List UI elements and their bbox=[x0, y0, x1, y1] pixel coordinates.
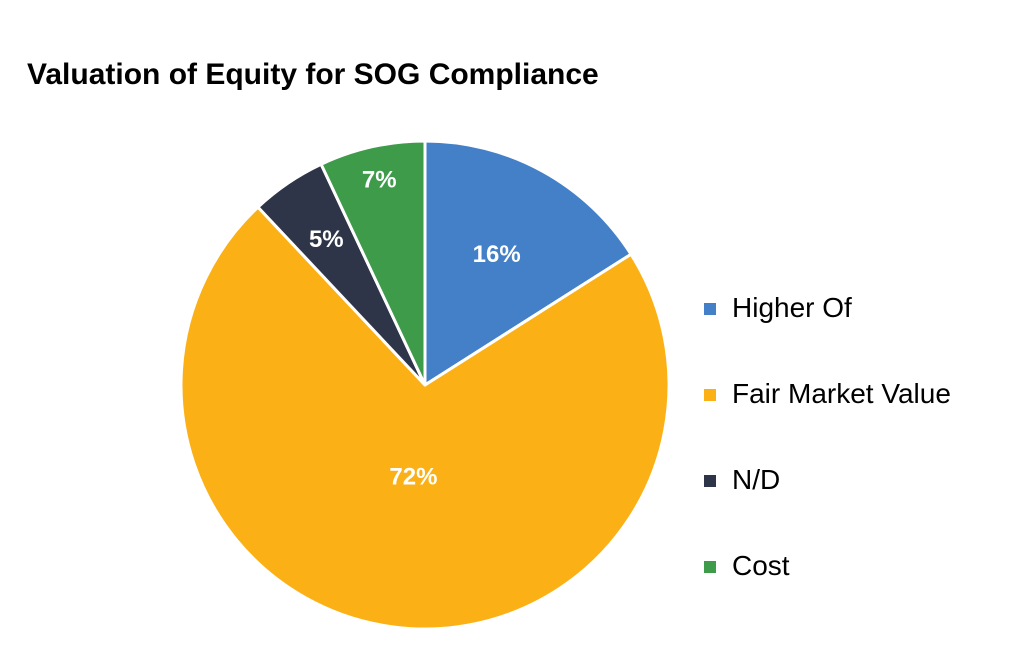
legend-swatch-cost bbox=[704, 561, 716, 573]
legend-swatch-n-d bbox=[704, 475, 716, 487]
data-label-higher-of: 16% bbox=[473, 241, 521, 268]
legend-item-fair-market-value: Fair Market Value bbox=[704, 370, 951, 456]
legend-item-n-d: N/D bbox=[704, 456, 951, 542]
legend-swatch-higher-of bbox=[704, 303, 716, 315]
data-label-cost: 7% bbox=[362, 167, 397, 194]
data-label-fair-market-value: 72% bbox=[389, 464, 437, 491]
legend-label-fair-market-value: Fair Market Value bbox=[732, 378, 951, 409]
legend-label-higher-of: Higher Of bbox=[732, 292, 852, 323]
chart-title: Valuation of Equity for SOG Compliance bbox=[27, 58, 599, 91]
legend-label-cost: Cost bbox=[732, 550, 790, 581]
legend: Higher Of Fair Market Value N/D Cost bbox=[704, 284, 951, 628]
legend-item-higher-of: Higher Of bbox=[704, 284, 951, 370]
pie-slice-higher-of bbox=[423, 139, 633, 387]
pie-slice-cost bbox=[319, 139, 427, 387]
legend-swatch-fair-market-value bbox=[704, 389, 716, 401]
legend-label-n-d: N/D bbox=[732, 464, 781, 495]
pie-slice-fair-market-value bbox=[179, 205, 671, 631]
legend-item-cost: Cost bbox=[704, 542, 951, 628]
data-label-n-d: 5% bbox=[309, 226, 344, 253]
